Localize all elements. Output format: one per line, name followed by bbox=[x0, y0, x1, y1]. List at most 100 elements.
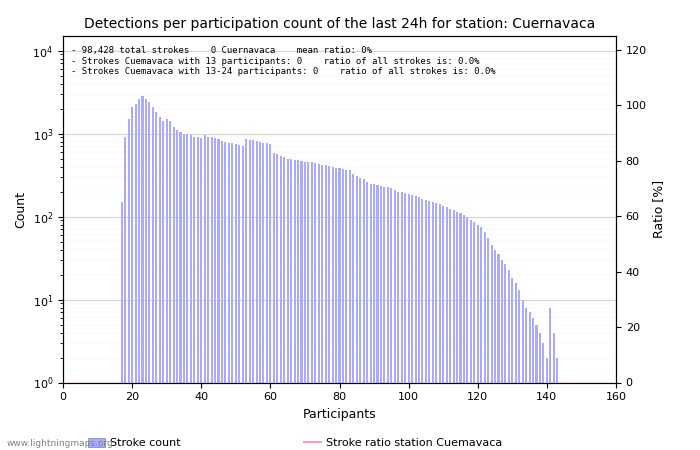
Bar bbox=[266, 144, 268, 450]
Bar bbox=[127, 119, 130, 450]
Bar bbox=[173, 127, 174, 450]
Bar bbox=[207, 137, 209, 450]
Bar bbox=[511, 279, 513, 450]
Bar bbox=[528, 312, 531, 450]
Bar bbox=[162, 122, 164, 450]
Bar bbox=[498, 254, 500, 450]
Bar bbox=[124, 137, 126, 450]
Bar bbox=[183, 134, 185, 450]
Bar bbox=[470, 220, 472, 450]
Bar bbox=[311, 162, 313, 450]
Bar bbox=[428, 201, 430, 450]
Bar bbox=[321, 165, 323, 450]
Bar bbox=[276, 154, 279, 450]
Bar bbox=[566, 382, 568, 450]
Bar bbox=[314, 163, 316, 450]
Bar bbox=[332, 166, 334, 450]
Bar bbox=[550, 307, 552, 450]
Bar bbox=[307, 162, 309, 450]
Bar bbox=[414, 196, 416, 450]
Bar bbox=[225, 142, 227, 450]
Bar bbox=[325, 165, 327, 450]
Title: Detections per participation count of the last 24h for station: Cuernavaca: Detections per participation count of th… bbox=[84, 17, 595, 31]
Bar bbox=[421, 198, 424, 450]
Bar bbox=[190, 135, 192, 450]
Bar bbox=[342, 169, 344, 450]
Bar bbox=[297, 160, 299, 450]
Bar bbox=[352, 174, 354, 450]
Bar bbox=[145, 99, 147, 450]
Text: www.lightningmaps.org: www.lightningmaps.org bbox=[7, 439, 113, 448]
Bar bbox=[200, 138, 202, 450]
Bar bbox=[228, 143, 230, 450]
Bar bbox=[120, 202, 122, 450]
Bar bbox=[387, 187, 389, 450]
Bar bbox=[384, 187, 386, 450]
Bar bbox=[339, 168, 340, 450]
Bar bbox=[491, 245, 493, 450]
Y-axis label: Ratio [%]: Ratio [%] bbox=[652, 180, 666, 238]
Bar bbox=[259, 142, 261, 450]
Bar bbox=[539, 333, 541, 450]
Bar bbox=[197, 137, 199, 450]
Bar bbox=[141, 96, 144, 450]
Bar bbox=[241, 146, 244, 450]
Bar bbox=[273, 153, 275, 450]
Bar bbox=[553, 333, 555, 450]
Bar bbox=[286, 158, 288, 450]
Bar bbox=[580, 382, 582, 450]
Bar bbox=[563, 382, 565, 450]
Bar bbox=[290, 159, 292, 450]
Bar bbox=[542, 343, 545, 450]
Bar bbox=[318, 164, 320, 450]
X-axis label: Participants: Participants bbox=[302, 408, 377, 421]
Bar bbox=[373, 184, 375, 450]
Bar bbox=[211, 137, 213, 450]
Bar bbox=[204, 135, 206, 450]
Bar bbox=[252, 140, 254, 450]
Bar bbox=[245, 140, 247, 450]
Bar bbox=[432, 202, 434, 450]
Bar bbox=[391, 188, 393, 450]
Bar bbox=[148, 102, 150, 450]
Bar bbox=[214, 138, 216, 450]
Bar bbox=[400, 193, 402, 450]
Bar bbox=[280, 156, 282, 450]
Bar bbox=[169, 122, 172, 450]
Bar bbox=[459, 213, 461, 450]
Bar bbox=[456, 212, 458, 450]
Bar bbox=[425, 200, 427, 450]
Bar bbox=[234, 144, 237, 450]
Bar bbox=[179, 132, 181, 450]
Bar bbox=[487, 238, 489, 450]
Bar bbox=[463, 215, 465, 450]
Bar bbox=[248, 140, 251, 450]
Bar bbox=[560, 382, 561, 450]
Bar bbox=[446, 207, 448, 450]
Y-axis label: Count: Count bbox=[14, 191, 27, 228]
Bar bbox=[494, 250, 496, 450]
Bar bbox=[397, 192, 399, 450]
Bar bbox=[335, 167, 337, 450]
Bar bbox=[186, 134, 188, 450]
Bar bbox=[159, 117, 161, 450]
Bar bbox=[380, 186, 382, 450]
Bar bbox=[138, 99, 140, 450]
Bar bbox=[536, 324, 538, 450]
Bar bbox=[394, 190, 395, 450]
Bar bbox=[508, 270, 510, 450]
Bar bbox=[466, 216, 468, 450]
Bar bbox=[439, 204, 441, 450]
Text: - 98,428 total strokes    0 Cuernavaca    mean ratio: 0%
- Strokes Cuemavaca wit: - 98,428 total strokes 0 Cuernavaca mean… bbox=[71, 46, 496, 76]
Bar bbox=[480, 227, 482, 450]
Bar bbox=[284, 157, 285, 450]
Bar bbox=[293, 160, 295, 450]
Bar bbox=[449, 208, 451, 450]
Bar bbox=[262, 143, 265, 450]
Bar bbox=[238, 145, 240, 450]
Bar bbox=[484, 232, 486, 450]
Bar bbox=[532, 318, 534, 450]
Bar bbox=[176, 130, 178, 450]
Bar bbox=[518, 290, 520, 450]
Bar bbox=[363, 180, 365, 450]
